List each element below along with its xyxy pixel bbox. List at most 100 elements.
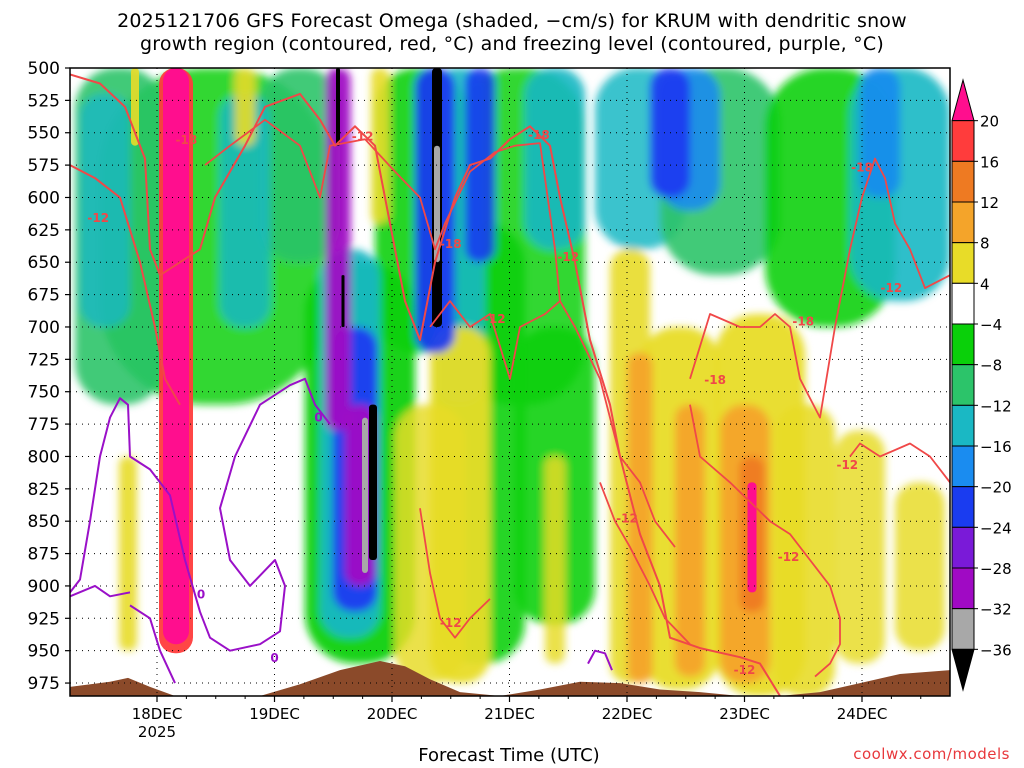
colorbar-tick-label: 16 [980,153,999,171]
colorbar-tick-label: 8 [980,235,990,253]
contour-minus12-mid [429,300,561,380]
colorbar-swatch [951,486,975,528]
colorbar-tick-label: −20 [980,479,1012,497]
contour-label: -18 [176,133,198,147]
omega-blob [395,404,465,684]
contour-minus12-far-right [849,442,950,483]
colorbar-swatch [951,364,975,406]
omega-core [163,68,189,645]
y-tick-label: 875 [28,545,60,565]
omega-blob [325,68,351,431]
contour-label: -12 [836,458,858,472]
omega-blob [260,68,340,263]
colorbar-tick-label: −16 [980,438,1012,456]
colorbar-tick-label: 20 [980,113,999,131]
omega-core [434,145,440,263]
omega-core [362,417,368,573]
contour-label: -12 [440,616,462,630]
x-tick-label: 19DEC [249,705,300,723]
x-tick-label: 22DEC [602,705,653,723]
colorbar-swatch [951,282,975,325]
contour-freezing-left [70,377,331,652]
contours: -18 -12 -12 -18 -18 -12 -12 -18 -18 -18 -12 -12 -12 -… [70,73,950,696]
omega-blob [835,430,885,664]
omega-blob [775,404,835,696]
y-tick-label: 675 [28,286,60,306]
x-year-label: 2025 [138,723,176,741]
contour-label: 0 [270,651,278,665]
y-tick-label: 650 [28,253,60,273]
contour-label: -18 [440,237,462,251]
y-tick-label: 525 [28,91,60,111]
omega-blob [525,68,585,250]
colorbar-top-triangle [951,78,975,122]
omega-blob [235,68,255,146]
y-tick-label: 550 [28,124,60,144]
omega-blob [675,404,705,677]
omega-core [747,482,757,593]
contour-label: -18 [528,128,550,142]
terrain [70,661,950,696]
colorbar-swatch [951,120,975,162]
contour-minus18-right [689,157,950,419]
colorbar-swatch [951,201,975,244]
y-tick-label: 975 [28,674,60,694]
x-tick-label: 18DEC [132,705,183,723]
colorbar-tick-label: −32 [980,601,1012,619]
y-tick-label: 625 [28,221,60,241]
y-tick-label: 750 [28,383,60,403]
y-tick-label: 800 [28,447,60,467]
contour-label: -18 [851,160,873,174]
contour-label: -12 [616,511,638,525]
contour-minus12-left [70,164,181,406]
y-tick-label: 700 [28,318,60,338]
x-tick-label: 21DEC [484,705,535,723]
contour-label: -12 [881,281,903,295]
contour-label: -12 [87,211,109,225]
contour-label: -12 [352,129,374,143]
omega-core [341,275,345,327]
colorbar-swatch [951,323,975,366]
omega-blob [119,456,137,651]
colorbar-swatch [951,526,975,569]
contour-label: -12 [778,550,800,564]
contour-minus12-low2 [599,482,691,645]
contour-label: 0 [197,588,205,602]
x-tick-label: 23DEC [719,705,770,723]
omega-blob [220,93,270,327]
omega-core [336,68,340,146]
contour-label: -18 [704,373,726,387]
contour-minus12-upper [70,73,781,696]
chart-title-line-2: growth region (contoured, red, °C) and f… [140,33,884,55]
y-tick-label: 950 [28,642,60,662]
colorbar-swatch [951,404,975,447]
x-axis: 18DEC 19DEC 20DEC 21DEC 22DEC 23DEC 24DEC 2025 [132,696,922,741]
y-tick-label: 775 [28,415,60,435]
colorbar-swatch [951,608,975,650]
y-tick-label: 600 [28,188,60,208]
omega-blob [465,68,495,263]
y-tick-label: 850 [28,512,60,532]
x-axis-title: Forecast Time (UTC) [418,745,600,766]
omega-blob [371,68,389,224]
omega-blob [545,456,565,664]
colorbar-tick-label: −8 [980,357,1002,375]
contour-label: -12 [484,312,506,326]
y-tick-label: 575 [28,156,60,176]
omega-blob [80,93,130,327]
contour-label: -12 [557,250,579,264]
colorbar-swatch [951,242,975,284]
colorbar-tick-label: −28 [980,560,1012,578]
omega-core [369,404,377,561]
contour-label: -12 [734,663,756,677]
terrain-fill [70,661,950,696]
colorbar-tick-label: −12 [980,397,1012,415]
colorbar-tick-label: −24 [980,519,1012,537]
colorbar: 20 16 12 8 4 −4 −8 −12 −16 −20 −24 −28 −32 −36 [951,78,1012,692]
y-tick-label: 900 [28,577,60,597]
y-tick-label: 825 [28,480,60,500]
contour-freezing-loop [129,604,176,684]
contour-label: 0 [314,410,322,424]
colorbar-swatch [951,445,975,488]
omega-blob [627,352,653,684]
